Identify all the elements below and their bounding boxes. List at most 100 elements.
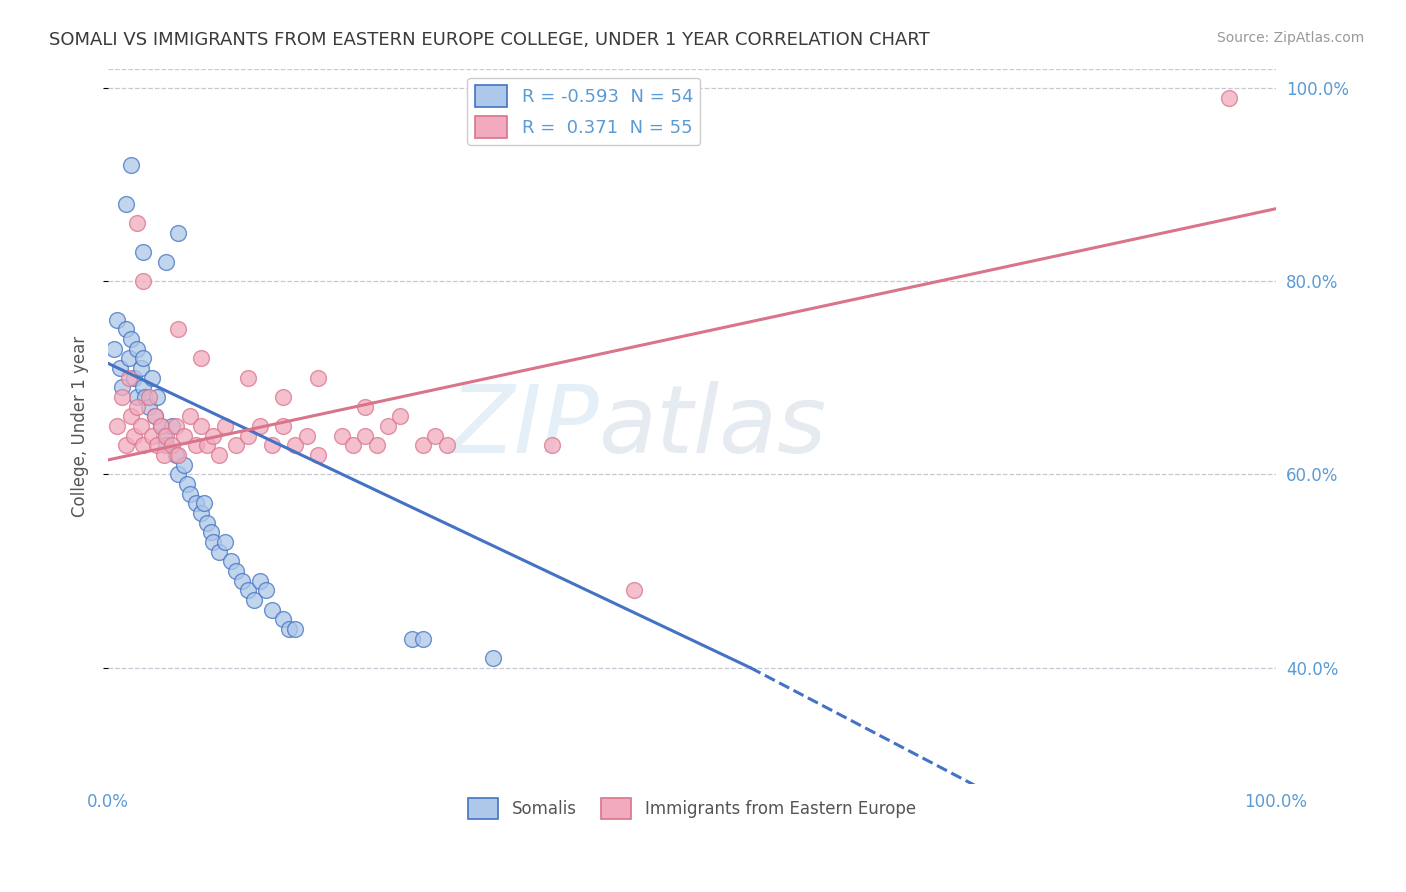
Point bbox=[238, 583, 260, 598]
Point bbox=[146, 390, 169, 404]
Point bbox=[111, 390, 134, 404]
Point bbox=[184, 438, 207, 452]
Point bbox=[389, 409, 412, 424]
Point bbox=[179, 487, 201, 501]
Point bbox=[118, 351, 141, 366]
Point bbox=[249, 574, 271, 588]
Point bbox=[114, 197, 136, 211]
Point bbox=[141, 371, 163, 385]
Point bbox=[190, 506, 212, 520]
Point bbox=[482, 651, 505, 665]
Point bbox=[208, 545, 231, 559]
Point bbox=[167, 448, 190, 462]
Point bbox=[208, 448, 231, 462]
Point bbox=[412, 632, 434, 646]
Point bbox=[278, 622, 301, 636]
Point bbox=[105, 419, 128, 434]
Point bbox=[330, 429, 353, 443]
Point bbox=[214, 419, 236, 434]
Point bbox=[271, 390, 294, 404]
Point bbox=[149, 419, 172, 434]
Point bbox=[103, 342, 125, 356]
Point bbox=[366, 438, 388, 452]
Point bbox=[132, 274, 155, 288]
Point bbox=[307, 448, 329, 462]
Point bbox=[129, 361, 152, 376]
Point bbox=[127, 390, 149, 404]
Text: atlas: atlas bbox=[599, 381, 827, 472]
Point bbox=[165, 448, 187, 462]
Point bbox=[162, 419, 184, 434]
Point bbox=[165, 419, 187, 434]
Point bbox=[132, 438, 155, 452]
Point bbox=[162, 438, 184, 452]
Point bbox=[260, 438, 283, 452]
Y-axis label: College, Under 1 year: College, Under 1 year bbox=[72, 335, 89, 516]
Text: Source: ZipAtlas.com: Source: ZipAtlas.com bbox=[1216, 31, 1364, 45]
Point bbox=[138, 390, 160, 404]
Point bbox=[412, 438, 434, 452]
Point bbox=[401, 632, 423, 646]
Point bbox=[141, 429, 163, 443]
Point bbox=[354, 429, 377, 443]
Point bbox=[155, 438, 177, 452]
Point bbox=[153, 429, 176, 443]
Point bbox=[202, 429, 225, 443]
Point bbox=[167, 467, 190, 482]
Point bbox=[190, 419, 212, 434]
Point bbox=[176, 477, 198, 491]
Point bbox=[342, 438, 364, 452]
Point bbox=[423, 429, 446, 443]
Point bbox=[184, 496, 207, 510]
Legend: Somalis, Immigrants from Eastern Europe: Somalis, Immigrants from Eastern Europe bbox=[461, 792, 922, 825]
Point bbox=[134, 390, 156, 404]
Point bbox=[167, 226, 190, 240]
Point bbox=[127, 400, 149, 414]
Point bbox=[231, 574, 253, 588]
Point bbox=[284, 622, 307, 636]
Point bbox=[225, 564, 247, 578]
Point bbox=[127, 216, 149, 230]
Point bbox=[105, 313, 128, 327]
Point bbox=[122, 371, 145, 385]
Point bbox=[132, 351, 155, 366]
Point bbox=[173, 458, 195, 472]
Point bbox=[127, 342, 149, 356]
Point bbox=[225, 438, 247, 452]
Point bbox=[132, 380, 155, 394]
Point bbox=[120, 332, 142, 346]
Point bbox=[190, 351, 212, 366]
Point bbox=[249, 419, 271, 434]
Point bbox=[541, 438, 564, 452]
Point bbox=[118, 371, 141, 385]
Point bbox=[143, 409, 166, 424]
Point bbox=[146, 438, 169, 452]
Point bbox=[200, 525, 222, 540]
Point bbox=[108, 361, 131, 376]
Point bbox=[173, 429, 195, 443]
Point bbox=[377, 419, 399, 434]
Point bbox=[1218, 90, 1240, 104]
Point bbox=[129, 419, 152, 434]
Point bbox=[195, 438, 218, 452]
Point bbox=[120, 409, 142, 424]
Point bbox=[295, 429, 318, 443]
Point bbox=[436, 438, 458, 452]
Point bbox=[307, 371, 329, 385]
Point bbox=[195, 516, 218, 530]
Point bbox=[179, 409, 201, 424]
Point bbox=[114, 438, 136, 452]
Point bbox=[153, 448, 176, 462]
Point bbox=[155, 255, 177, 269]
Point bbox=[284, 438, 307, 452]
Point bbox=[111, 380, 134, 394]
Point bbox=[122, 429, 145, 443]
Point bbox=[271, 612, 294, 626]
Point bbox=[254, 583, 277, 598]
Point bbox=[138, 400, 160, 414]
Point bbox=[238, 429, 260, 443]
Point bbox=[193, 496, 215, 510]
Point bbox=[238, 371, 260, 385]
Point bbox=[155, 429, 177, 443]
Point bbox=[243, 593, 266, 607]
